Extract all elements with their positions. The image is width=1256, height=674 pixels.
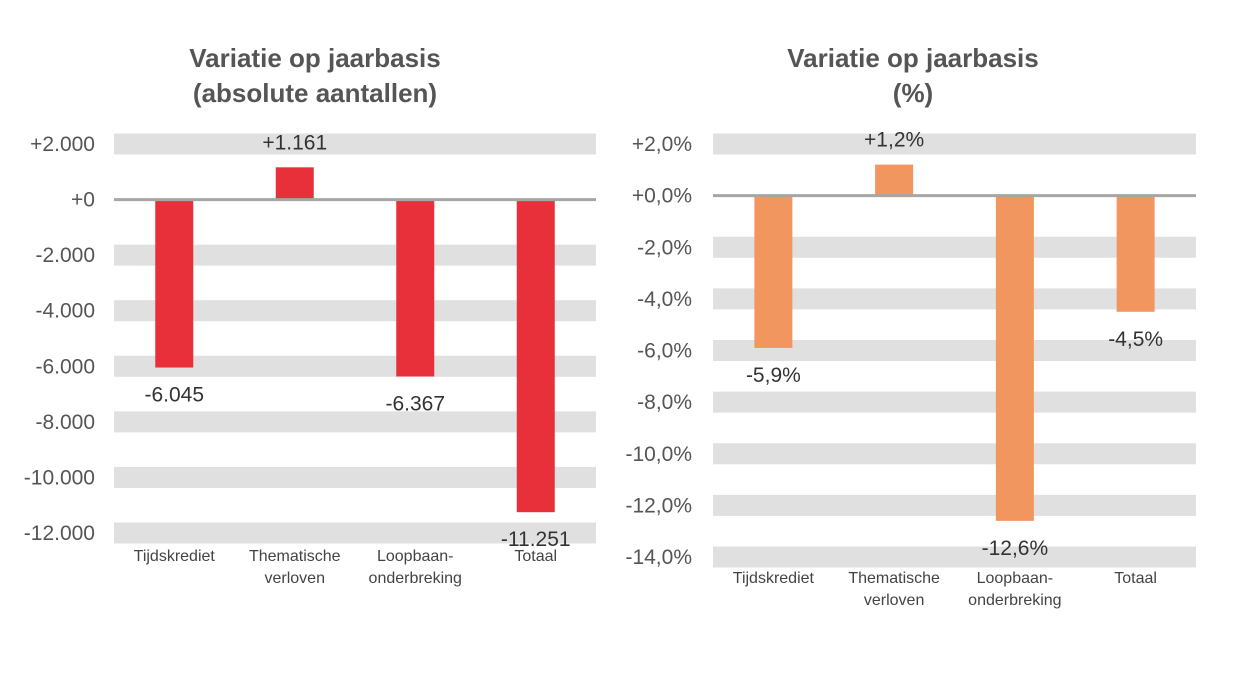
y-tick-label: -4,0% <box>637 288 692 311</box>
grid-band <box>713 236 1196 258</box>
y-tick-label: -6,0% <box>637 340 692 363</box>
bar <box>995 195 1034 521</box>
x-category-label: verloven <box>265 570 325 587</box>
y-tick-label: +0 <box>71 189 95 212</box>
data-label: +1,2% <box>864 129 924 152</box>
x-category-label: Thematische <box>249 548 341 565</box>
data-label: +1.161 <box>262 131 327 154</box>
y-tick-label: +0,0% <box>632 185 692 208</box>
bar <box>754 195 793 348</box>
grid-band <box>114 300 596 322</box>
bar <box>396 199 435 377</box>
bar <box>1116 195 1155 312</box>
data-label: -12,6% <box>982 537 1049 560</box>
y-tick-label: -6.000 <box>35 355 95 378</box>
x-category-label: Totaal <box>514 548 557 565</box>
x-category-label: Loopbaan- <box>977 570 1054 587</box>
x-category-label: Totaal <box>1114 570 1157 587</box>
bar <box>875 164 914 196</box>
grid-band <box>713 443 1196 465</box>
x-category-label: Thematische <box>848 570 940 587</box>
y-tick-label: -14,0% <box>625 546 692 569</box>
title-line: Variatie op jaarbasis <box>189 43 441 73</box>
x-category-label: Tijdskrediet <box>733 570 815 587</box>
y-tick-label: -12,0% <box>625 494 692 517</box>
y-tick-label: -10.000 <box>24 466 95 489</box>
grid-band <box>114 355 596 377</box>
data-label: -6.045 <box>144 384 204 407</box>
grid-band <box>713 340 1196 361</box>
y-tick-label: -8.000 <box>35 411 95 434</box>
grid-band <box>713 494 1196 516</box>
title-line: (%) <box>892 78 934 108</box>
data-label: -4,5% <box>1108 328 1163 351</box>
bar <box>275 167 314 200</box>
y-tick-label: -2.000 <box>35 244 95 267</box>
y-tick-label: -12.000 <box>24 522 95 545</box>
title-line: (absolute aantallen) <box>192 78 438 108</box>
grid-band <box>114 133 596 155</box>
title-line: Variatie op jaarbasis <box>787 43 1039 73</box>
bar <box>155 199 194 368</box>
x-category-label: onderbreking <box>369 570 462 587</box>
y-tick-label: -10,0% <box>625 443 692 466</box>
chart-title-percent: Variatie op jaarbasis (%) <box>653 41 1173 111</box>
data-label: -6.367 <box>385 392 445 415</box>
y-tick-label: -2,0% <box>637 236 692 259</box>
x-category-label: onderbreking <box>968 592 1061 609</box>
grid-band <box>114 522 596 544</box>
grid-band <box>114 244 596 266</box>
x-category-label: Loopbaan- <box>377 548 454 565</box>
y-tick-label: -8,0% <box>637 391 692 414</box>
x-category-label: Tijdskrediet <box>134 548 216 565</box>
grid-band <box>114 466 596 488</box>
grid-band <box>114 411 596 433</box>
x-category-label: verloven <box>864 592 924 609</box>
data-label: -11.251 <box>501 528 571 551</box>
grid-band <box>713 546 1196 568</box>
y-tick-label: -4.000 <box>35 300 95 323</box>
y-tick-label: +2.000 <box>30 133 95 156</box>
grid-band <box>713 133 1196 155</box>
y-tick-label: +2,0% <box>632 133 692 156</box>
bar <box>516 199 555 513</box>
chart-title-absolute: Variatie op jaarbasis (absolute aantalle… <box>55 41 575 111</box>
grid-band <box>713 391 1196 413</box>
grid-band <box>713 288 1196 310</box>
data-label: -5,9% <box>746 364 801 387</box>
